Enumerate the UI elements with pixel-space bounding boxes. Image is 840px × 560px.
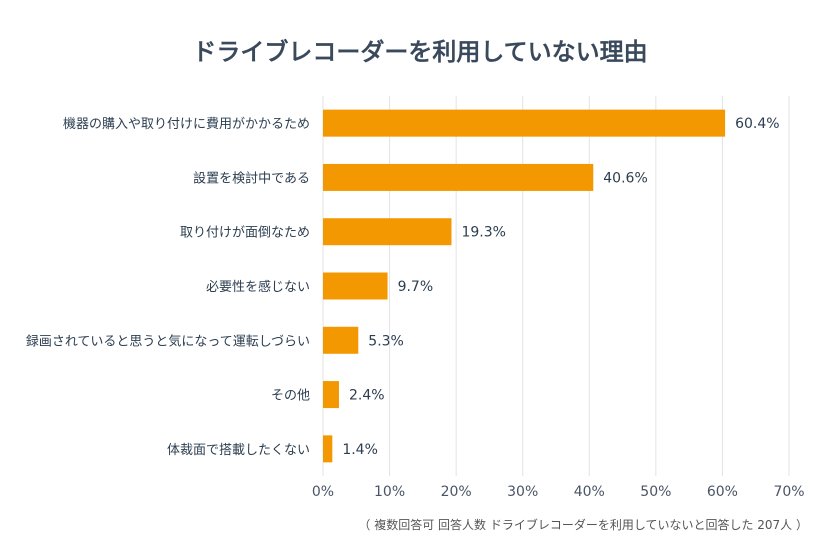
bar	[323, 435, 333, 463]
data-label: 1.4%	[342, 442, 378, 458]
chart-footnote: （ 複数回答可 回答人数 ドライブレコーダーを利用していないと回答した 207人…	[358, 517, 808, 532]
x-tick-label: 10%	[374, 484, 405, 500]
bars	[323, 109, 726, 463]
x-tick-label: 40%	[574, 484, 605, 500]
category-label: 設置を検討中である	[193, 170, 310, 186]
bar	[323, 163, 594, 191]
x-tick-label: 70%	[773, 484, 804, 500]
bar	[323, 326, 359, 354]
bar	[323, 109, 726, 137]
data-label: 40.6%	[603, 170, 647, 186]
x-tick-label: 0%	[312, 484, 334, 500]
x-tick-label: 20%	[441, 484, 472, 500]
category-label: 機器の購入や取り付けに費用がかかるため	[63, 117, 310, 132]
x-axis-ticks: 0% 10% 20% 30% 40% 50% 60% 70%	[312, 484, 805, 500]
category-label: その他	[271, 389, 310, 404]
grid-lines	[322, 96, 790, 476]
value-labels: 60.4% 40.6% 19.3% 9.7% 5.3% 2.4% 1.4%	[342, 116, 779, 458]
category-label: 取り付けが面倒なため	[180, 226, 310, 241]
x-tick-label: 30%	[507, 484, 538, 500]
category-label: 体裁面で搭載したくない	[167, 442, 310, 458]
bar	[323, 272, 388, 300]
category-label: 必要性を感じない	[206, 279, 310, 295]
bar	[323, 381, 339, 409]
data-label: 5.3%	[368, 333, 404, 349]
category-labels: 機器の購入や取り付けに費用がかかるため設置を検討中である取り付けが面倒なため必要…	[26, 117, 310, 458]
bar	[323, 218, 452, 246]
data-label: 9.7%	[398, 279, 434, 295]
category-label: 録画されていると思うと気になって運転しづらい	[26, 333, 310, 349]
data-label: 60.4%	[735, 116, 779, 132]
data-label: 19.3%	[461, 225, 505, 241]
data-label: 2.4%	[349, 388, 385, 404]
x-tick-label: 60%	[707, 484, 738, 500]
chart-title: ドライブレコーダーを利用していない理由	[192, 38, 647, 66]
x-tick-label: 50%	[640, 484, 671, 500]
